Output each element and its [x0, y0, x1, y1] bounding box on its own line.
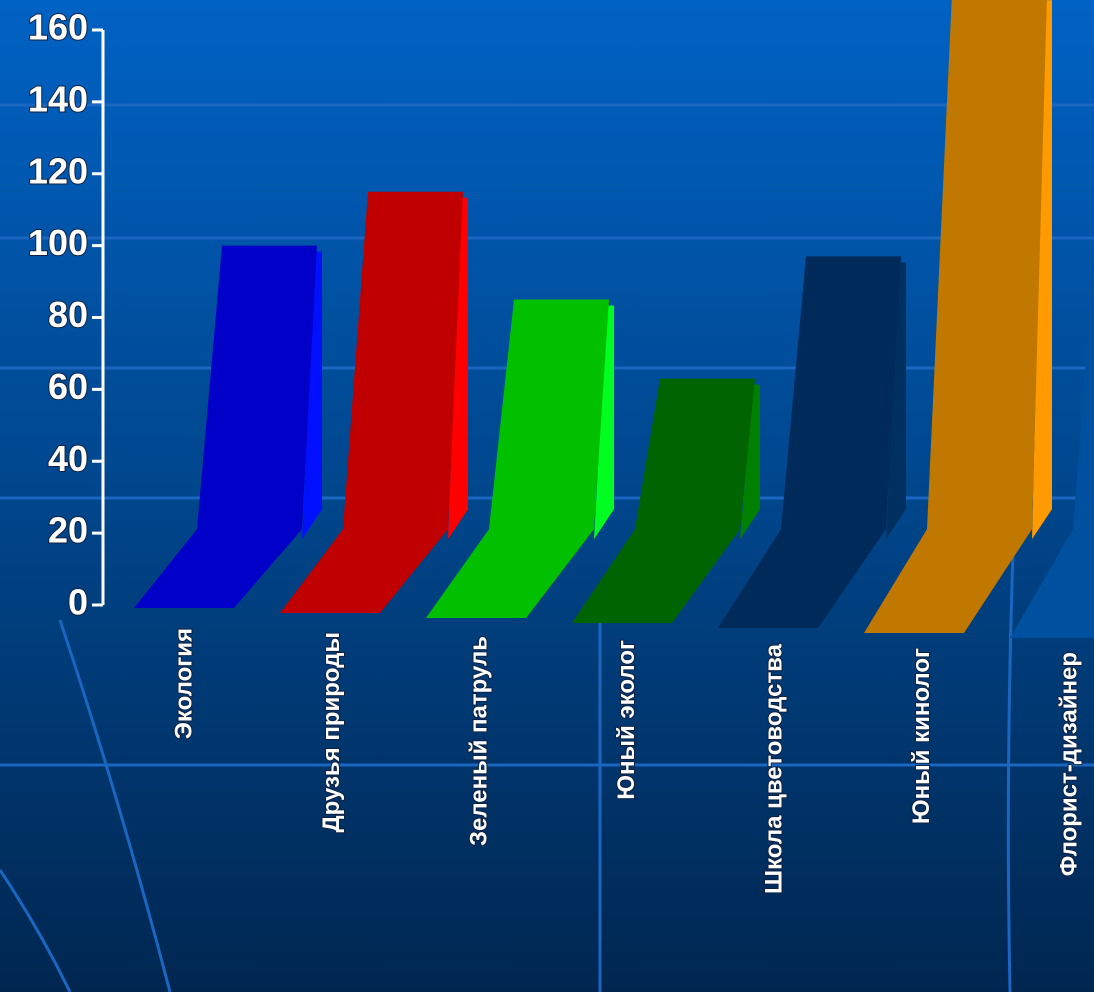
bar-side — [740, 384, 760, 540]
bar — [864, 0, 1047, 633]
y-tick-label: 140 — [28, 78, 88, 119]
x-tick-label: Друзья природы — [318, 632, 345, 832]
x-tick-label: Экология — [170, 628, 197, 739]
x-tick-label: Зеленый патруль — [465, 636, 492, 846]
bar — [134, 245, 317, 608]
y-tick-label: 120 — [28, 150, 88, 191]
bar-side — [886, 262, 906, 540]
bar-side — [1032, 0, 1052, 540]
bar-side — [594, 305, 614, 540]
y-tick-label: 20 — [48, 510, 88, 551]
y-tick-label: 60 — [48, 366, 88, 407]
x-tick-label: Школа цветоводства — [760, 643, 787, 894]
y-tick-label: 160 — [28, 7, 88, 48]
bar — [280, 191, 463, 613]
bar — [1010, 254, 1094, 638]
y-tick-label: 80 — [48, 294, 88, 335]
bar-side — [302, 251, 322, 540]
x-tick-label: Юный эколог — [613, 640, 640, 800]
x-tick-label: Юный кинолог — [908, 648, 935, 824]
bar — [572, 378, 755, 623]
bar — [426, 299, 609, 618]
bar-side — [448, 197, 468, 540]
y-tick-label: 0 — [68, 582, 88, 623]
bar — [718, 256, 901, 628]
y-tick-label: 100 — [28, 222, 88, 263]
y-tick-label: 40 — [48, 438, 88, 479]
x-tick-label: Флорист-дизайнер — [1055, 652, 1082, 876]
